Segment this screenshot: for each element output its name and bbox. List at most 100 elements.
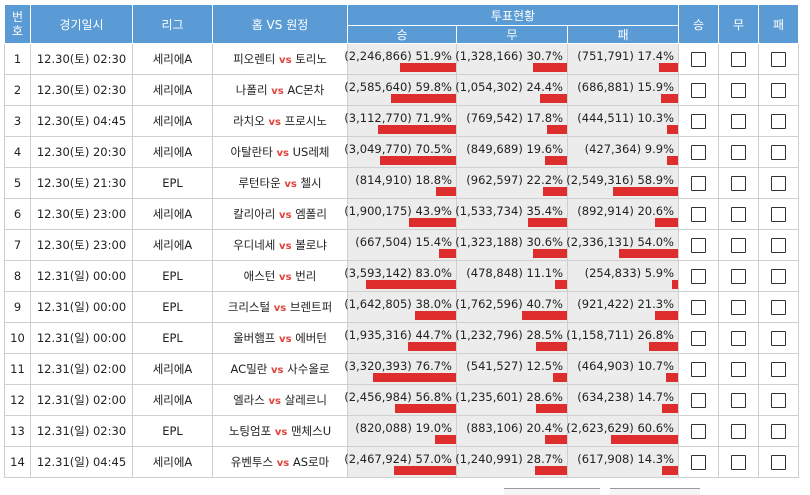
pick-draw-checkbox[interactable] [731,82,746,98]
vote-draw-text: (1,762,596) 40.7% [455,297,563,311]
pick-win-checkbox[interactable] [691,175,706,191]
pick-draw-checkbox[interactable] [731,268,746,284]
pick-draw-checkbox[interactable] [731,144,746,160]
away-team: 번리 [295,269,317,283]
pick-win-checkbox[interactable] [691,361,706,377]
pick-lose-checkbox[interactable] [771,113,786,129]
pick-win-checkbox[interactable] [691,423,706,439]
row-number: 3 [4,105,31,137]
vote-draw-text: (478,848) 11.1% [466,266,563,280]
vote-win-text: (820,088) 19.0% [355,421,452,435]
away-team: 프로시노 [284,114,327,128]
table-row: 14 12.31(일) 04:45 세리에A 유벤투스 vs AS로마 (2,467,9… [4,446,799,478]
vote-win-cell: (2,456,984) 56.8% [344,384,457,416]
col-header-match: 홈 VS 원정 [212,4,348,44]
pick-lose-cell [758,415,799,447]
vote-lose-bar [613,187,678,196]
pick-lose-checkbox[interactable] [771,330,786,346]
pick-win-checkbox[interactable] [691,206,706,222]
league-name: 세리에A [132,43,213,75]
vote-lose-bar [655,218,678,227]
pick-draw-checkbox[interactable] [731,175,746,191]
pick-lose-checkbox[interactable] [771,392,786,408]
league-name: EPL [132,415,213,447]
row-number: 12 [4,384,31,416]
pick-lose-cell [758,446,799,478]
pick-lose-checkbox[interactable] [771,299,786,315]
vs-label: vs [276,458,290,469]
vote-draw-text: (1,328,166) 30.7% [455,49,563,63]
pick-draw-checkbox[interactable] [731,51,746,67]
vote-win-text: (2,467,924) 57.0% [344,452,452,466]
pick-draw-checkbox[interactable] [731,392,746,408]
league-name: 세리에A [132,136,213,168]
pick-draw-checkbox[interactable] [731,454,746,470]
pick-lose-checkbox[interactable] [771,361,786,377]
vote-win-cell: (2,467,924) 57.0% [344,446,457,478]
row-number: 8 [4,260,31,292]
pick-lose-checkbox[interactable] [771,144,786,160]
pick-draw-checkbox[interactable] [731,113,746,129]
pick-draw-checkbox[interactable] [731,206,746,222]
vote-win-text: (2,585,640) 59.8% [344,80,452,94]
pick-win-checkbox[interactable] [691,144,706,160]
pick-lose-checkbox[interactable] [771,237,786,253]
vote-win-cell: (2,246,866) 51.9% [344,43,457,75]
pick-win-checkbox[interactable] [691,454,706,470]
pick-lose-cell [758,291,799,323]
pick-win-checkbox[interactable] [691,299,706,315]
pick-draw-checkbox[interactable] [731,237,746,253]
vote-win-cell: (3,049,770) 70.5% [344,136,457,168]
pick-draw-checkbox[interactable] [731,299,746,315]
pick-win-cell [678,415,719,447]
pick-lose-checkbox[interactable] [771,423,786,439]
pick-win-checkbox[interactable] [691,268,706,284]
pick-win-checkbox[interactable] [691,113,706,129]
pick-lose-checkbox[interactable] [771,51,786,67]
league-name: 세리에A [132,74,213,106]
vote-win-text: (814,910) 18.8% [355,173,452,187]
vote-draw-bar [535,404,567,413]
row-number: 14 [4,446,31,478]
pick-win-cell [678,43,719,75]
vote-lose-bar [671,280,678,289]
vote-draw-bar [522,311,567,320]
pick-win-cell [678,198,719,230]
match-teams: 크리스털 vs 브렌트퍼 [212,291,348,323]
league-name: 세리에A [132,353,213,385]
pick-win-checkbox[interactable] [691,237,706,253]
pick-lose-checkbox[interactable] [771,454,786,470]
pick-draw-checkbox[interactable] [731,423,746,439]
pick-lose-cell [758,136,799,168]
row-number: 11 [4,353,31,385]
col-header-win: 승 [347,25,457,44]
vote-lose-text: (892,914) 20.6% [577,204,674,218]
pick-win-checkbox[interactable] [691,51,706,67]
pick-lose-checkbox[interactable] [771,175,786,191]
pick-win-checkbox[interactable] [691,330,706,346]
pick-lose-checkbox[interactable] [771,82,786,98]
table-row: 6 12.30(토) 23:00 세리에A 칼리아리 vs 엠폴리 (1,900,175… [4,198,799,230]
pick-draw-checkbox[interactable] [731,330,746,346]
pick-lose-checkbox[interactable] [771,206,786,222]
pick-lose-cell [758,74,799,106]
away-team: 볼로냐 [295,238,327,252]
table-row: 9 12.31(일) 00:00 EPL 크리스털 vs 브렌트퍼 (1,642,805… [4,291,799,323]
pick-lose-checkbox[interactable] [771,268,786,284]
match-datetime: 12.31(일) 04:45 [30,446,133,478]
vs-label: vs [276,148,289,159]
pick-win-cell [678,167,719,199]
vote-win-cell: (1,900,175) 43.9% [344,198,457,230]
match-datetime: 12.30(토) 20:30 [30,136,133,168]
vote-draw-text: (769,542) 17.8% [466,111,563,125]
pick-draw-checkbox[interactable] [731,361,746,377]
vote-draw-text: (1,054,302) 24.4% [455,80,563,94]
pick-draw-cell [718,353,759,385]
vote-win-bar [399,63,456,72]
pick-win-checkbox[interactable] [691,392,706,408]
vote-lose-text: (634,238) 14.7% [577,390,674,404]
vote-draw-bar [533,249,567,258]
vs-label: vs [271,86,284,97]
pick-win-checkbox[interactable] [691,82,706,98]
vote-win-cell: (2,585,640) 59.8% [344,74,457,106]
